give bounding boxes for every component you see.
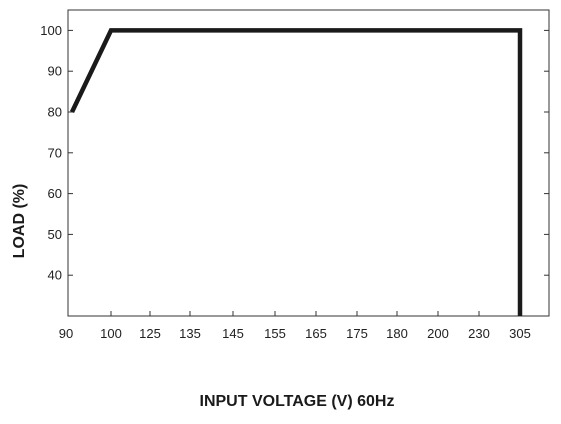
x-tick-label: 165 <box>305 326 327 341</box>
x-tick-label: 90 <box>59 326 73 341</box>
x-axis-title: INPUT VOLTAGE (V) 60Hz <box>200 393 395 410</box>
y-tick-label: 90 <box>48 64 62 79</box>
y-tick-label: 70 <box>48 145 62 160</box>
x-tick-label: 100 <box>100 326 122 341</box>
y-tick-label: 40 <box>48 268 62 283</box>
x-tick-label: 135 <box>179 326 201 341</box>
y-tick-label: 100 <box>40 23 62 38</box>
series-line-load <box>69 28 523 316</box>
y-tick-label: 60 <box>48 186 62 201</box>
y-axis-ticks: 40 50 60 70 80 90 100 <box>40 23 549 283</box>
x-tick-label: 155 <box>264 326 286 341</box>
x-axis-ticks: 90 100 125 135 145 155 165 175 180 200 230 305 <box>59 311 531 341</box>
x-tick-label: 125 <box>139 326 161 341</box>
y-axis-title: LOAD (%) <box>11 184 28 259</box>
x-tick-label: 175 <box>346 326 368 341</box>
y-tick-label: 80 <box>48 105 62 120</box>
x-tick-label: 180 <box>386 326 408 341</box>
x-tick-label: 305 <box>509 326 531 341</box>
x-tick-label: 200 <box>427 326 449 341</box>
y-tick-label: 50 <box>48 227 62 242</box>
plot-frame <box>67 9 550 317</box>
x-tick-label: 145 <box>222 326 244 341</box>
x-tick-label: 230 <box>468 326 490 341</box>
